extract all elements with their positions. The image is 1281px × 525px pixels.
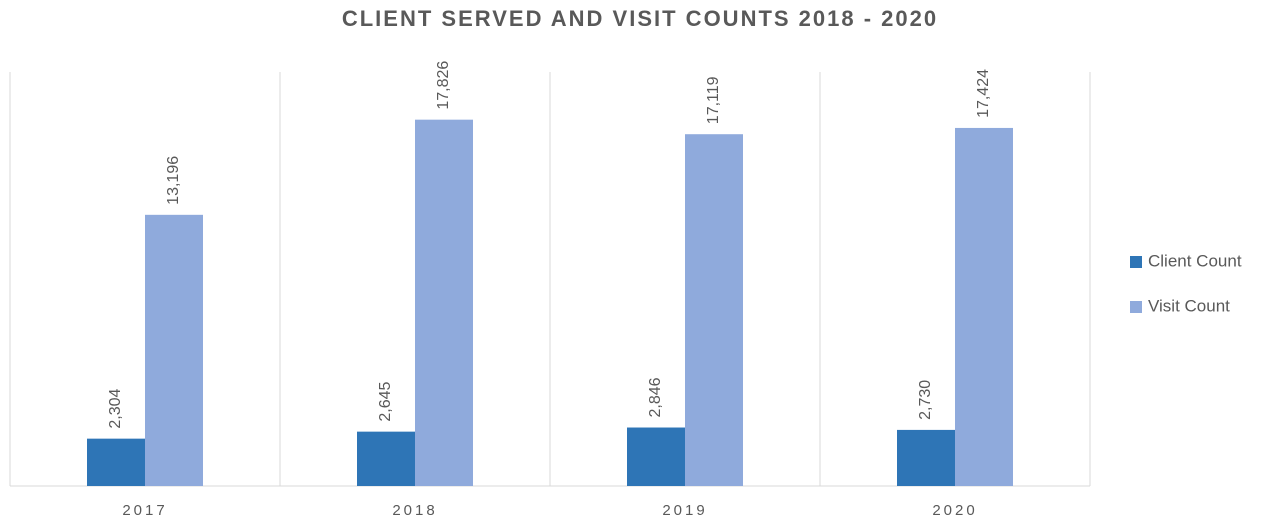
legend-swatch bbox=[1130, 256, 1142, 268]
bar bbox=[627, 427, 685, 486]
x-tick-label: 2019 bbox=[662, 502, 707, 519]
legend-label: Client Count bbox=[1148, 251, 1242, 270]
data-label: 2,730 bbox=[917, 380, 934, 420]
bar bbox=[685, 134, 743, 487]
x-tick-label: 2018 bbox=[392, 502, 437, 519]
legend-swatch bbox=[1130, 301, 1142, 313]
bar bbox=[955, 127, 1013, 486]
legend-label: Visit Count bbox=[1148, 296, 1230, 315]
bar bbox=[87, 438, 145, 486]
data-label: 17,826 bbox=[435, 61, 452, 110]
data-label: 17,119 bbox=[705, 76, 722, 124]
bar bbox=[357, 431, 415, 486]
chart-title: CLIENT SERVED AND VISIT COUNTS 2018 - 20… bbox=[342, 6, 938, 31]
data-label: 2,645 bbox=[377, 382, 394, 422]
bar bbox=[897, 429, 955, 486]
x-tick-label: 2017 bbox=[122, 502, 167, 519]
data-label: 2,846 bbox=[647, 377, 664, 417]
bar bbox=[415, 119, 473, 487]
bar bbox=[145, 214, 203, 486]
data-label: 17,424 bbox=[975, 69, 992, 118]
data-label: 2,304 bbox=[107, 389, 124, 429]
data-label: 13,196 bbox=[165, 156, 182, 205]
x-tick-label: 2020 bbox=[932, 502, 977, 519]
